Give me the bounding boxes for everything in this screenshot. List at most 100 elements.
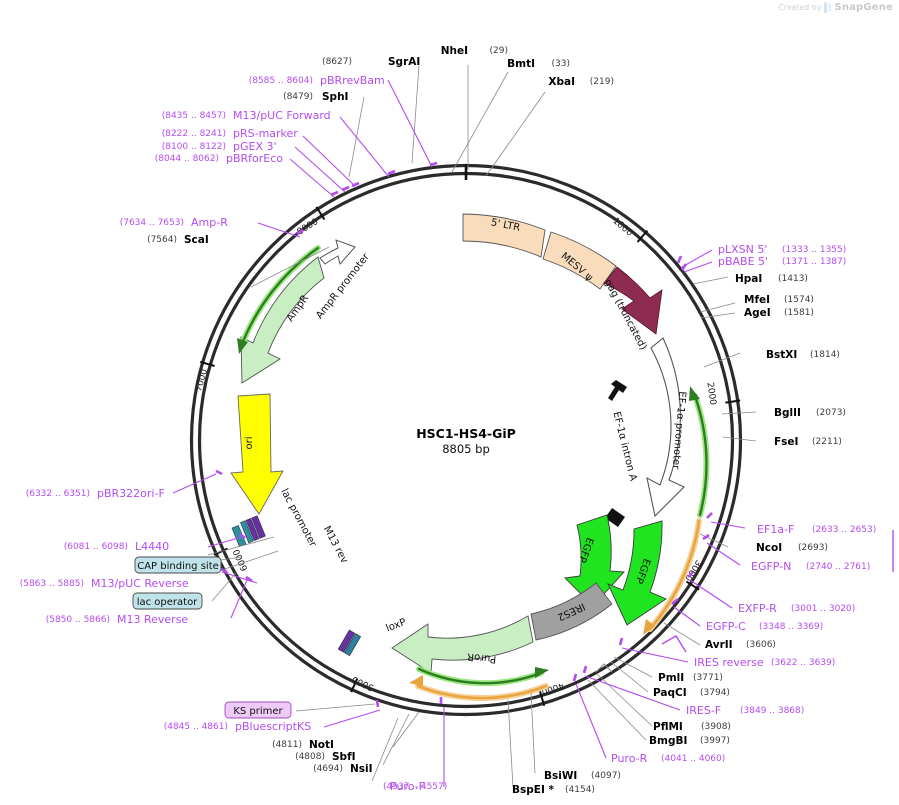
enzyme-name-bsiwi: BsiWI [544, 770, 577, 782]
enzyme-pos-sbfi: (4808) [295, 752, 325, 762]
primer-name-pbr322ori-f: pBR322ori-F [97, 487, 165, 500]
enzyme-pos-bmgbi: (3997) [700, 736, 730, 746]
enzyme-pos-pflmi: (3908) [701, 722, 731, 732]
enzyme-pos-sphi: (8479) [283, 92, 313, 102]
feature-label-ori: ori [244, 436, 255, 449]
enzyme-name-ncoi: NcoI [756, 542, 782, 554]
enzyme-name-agei: AgeI [744, 307, 771, 319]
enzyme-pos-scai: (7564) [147, 235, 177, 245]
primer-tick-marks [215, 161, 713, 708]
primer-pos-pbrrevbam: (8585 .. 8604) [249, 76, 313, 86]
enzyme-pos-avrii: (3606) [746, 640, 776, 650]
boxed-label-text-lac-operator: lac operator [137, 597, 198, 608]
enzyme-pos-pmli: (3771) [693, 673, 723, 683]
feature-gag-truncated: gag (truncated) [602, 266, 663, 352]
feature-puror: PuroR [391, 615, 534, 674]
tick-label-6000: 6000 [232, 547, 251, 572]
feature-egfp-outer: EGFP [607, 520, 667, 626]
primer-pos-m13puc-forward: (8435 .. 8457) [162, 111, 226, 121]
enzyme-pos-nhei: (29) [490, 46, 508, 56]
enzyme-name-bmgbi: BmgBI [649, 735, 687, 747]
feature-arrow-ampr-green [237, 245, 321, 354]
primer-pos-puro-f: (4537 .. 4557) [383, 782, 447, 792]
primer-name-pbabe5: pBABE 5' [718, 255, 768, 268]
annotation-group-left: (6332 .. 6351) pBR322ori-F (6081 .. 6098… [20, 487, 189, 626]
enzyme-name-bmti: BmtI [507, 58, 535, 70]
annotation-group-right: pLXSN 5' (1333 .. 1355) pBABE 5' (1371 .… [611, 243, 876, 765]
enzyme-name-xbai: XbaI [548, 76, 575, 88]
boxed-label-cap-binding-site: CAP binding site [134, 556, 222, 574]
enzyme-name-pflmi: PflMI [653, 721, 683, 733]
annotation-group-top-left: (8627) SgrAI (8585 .. 8604) pBRrevBam (8… [120, 56, 421, 246]
primer-pos-m13-reverse: (5850 .. 5866) [46, 615, 110, 625]
watermark-brand-label: SnapGene [834, 2, 893, 13]
enzyme-pos-bglii: (2073) [816, 408, 846, 418]
primer-name-egfp-c: EGFP-C [706, 620, 746, 633]
enzyme-pos-noti: (4811) [272, 740, 302, 750]
enzyme-pos-bsiwi: (4097) [591, 771, 621, 781]
primer-name-puro-r: Puro-R [611, 752, 648, 765]
enzyme-pos-bspei: (4154) [565, 785, 595, 795]
boxed-label-lac-operator: lac operator [132, 592, 203, 610]
feature-ires2: IRES2 [530, 582, 613, 641]
plasmid-size-label: 8805 bp [442, 442, 490, 456]
primer-pos-exfp-r: (3001 .. 3020) [791, 604, 855, 614]
feature-5prime-ltr: 5' LTR [462, 213, 546, 258]
enzyme-pos-hpai: (1413) [778, 274, 808, 284]
enzyme-pos-fsei: (2211) [812, 437, 842, 447]
enzyme-name-pmli: PmlI [658, 672, 684, 684]
plasmid-name-label: HSC1-HS4-GiP [416, 426, 516, 441]
enzyme-pos-bstxi: (1814) [810, 350, 840, 360]
leader-lines [172, 65, 757, 788]
primer-pos-pbluescriptks: (4845 .. 4861) [164, 722, 228, 732]
primer-pos-pbr322ori-f: (6332 .. 6351) [26, 489, 90, 499]
enzyme-name-bstxi: BstXI [766, 349, 797, 361]
feature-arrow-puror-orange [409, 675, 549, 702]
annotation-group-bottom: BsiWI (4097) BspEI * (4154) (4537 .. 455… [164, 720, 621, 796]
feature-ef1a-intron-a: EF-1α intron A [605, 380, 638, 527]
enzyme-pos-bmti: (33) [552, 59, 570, 69]
feature-label-lac-promoter: lac promoter [278, 487, 318, 549]
enzyme-pos-sgrai: (8627) [322, 57, 352, 67]
tick-label-2000: 2000 [704, 382, 717, 406]
primer-name-prs-marker: pRS-marker [233, 127, 298, 140]
primer-pos-prs-marker: (8222 .. 8241) [162, 129, 226, 139]
primer-pos-puro-r: (4041 .. 4060) [661, 754, 725, 764]
primer-name-pbluescriptks: pBluescriptKS [235, 720, 311, 733]
primer-name-pbrforeco: pBRforEco [226, 152, 283, 165]
enzyme-pos-agei: (1581) [784, 308, 814, 318]
primer-name-exfp-r: EXFP-R [738, 602, 777, 615]
snapgene-watermark: Created by SnapGene [778, 2, 893, 13]
primer-pos-ires-reverse: (3622 .. 3639) [771, 658, 835, 668]
feature-ori: ori [230, 393, 284, 515]
enzyme-name-mfei: MfeI [744, 294, 770, 306]
enzyme-name-fsei: FseI [774, 436, 798, 448]
primer-name-puro-f: Puro-F [390, 780, 425, 793]
primer-pos-m13puc-reverse: (5863 .. 5885) [20, 579, 84, 589]
enzyme-name-sbfi: SbfI [332, 751, 356, 763]
enzyme-pos-xbai: (219) [590, 77, 614, 87]
enzyme-name-bglii: BglII [774, 407, 801, 419]
enzyme-name-noti: NotI [309, 739, 334, 751]
primer-pos-plxsn5: (1333 .. 1355) [782, 245, 846, 255]
primer-pos-ef1a-f: (2633 .. 2653) [812, 525, 876, 535]
primer-pos-egfp-n: (2740 .. 2761) [806, 562, 870, 572]
enzyme-name-sphi: SphI [322, 91, 348, 103]
feature-label-m13-rev: M13 rev [321, 524, 350, 565]
enzyme-name-bspei: BspEI * [512, 784, 555, 796]
primer-name-pgex3: pGEX 3' [233, 140, 277, 153]
enzyme-name-scai: ScaI [184, 234, 209, 246]
boxed-label-text-ks-primer: KS primer [233, 706, 283, 717]
enzyme-name-nsii: NsiI [350, 763, 373, 775]
feature-egfp-inner: EGFP [564, 514, 625, 607]
feature-ampr-promoter: AmpR promoter [314, 239, 372, 321]
enzyme-name-hpai: HpaI [735, 273, 762, 285]
enzyme-pos-ncoi: (2693) [798, 543, 828, 553]
primer-name-egfp-n: EGFP-N [751, 560, 791, 573]
primer-pos-amp-r: (7634 .. 7653) [120, 218, 184, 228]
feature-arrow-egfp-orange [643, 518, 702, 635]
enzyme-pos-mfei: (1574) [784, 295, 814, 305]
feature-label-loxp: loxP [385, 617, 408, 634]
